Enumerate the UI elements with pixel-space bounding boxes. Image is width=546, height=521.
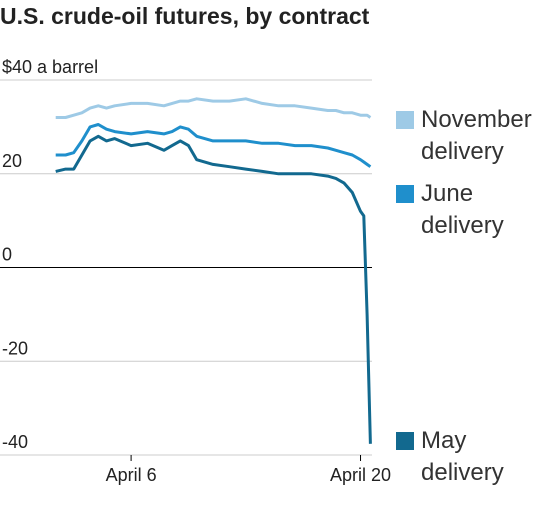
legend-label: May delivery bbox=[421, 427, 504, 486]
y-tick-label: $40 a barrel bbox=[2, 57, 98, 77]
y-tick-label: -40 bbox=[2, 432, 28, 452]
y-tick-label: -20 bbox=[2, 338, 28, 358]
x-tick-label: April 20 bbox=[330, 465, 391, 485]
y-tick-label: 0 bbox=[2, 245, 12, 265]
legend-item: May delivery bbox=[396, 425, 544, 489]
legend-label: June delivery bbox=[421, 180, 504, 239]
x-tick-label: April 6 bbox=[106, 465, 157, 485]
legend-swatch bbox=[396, 185, 414, 203]
legend-swatch bbox=[396, 432, 414, 450]
series-line bbox=[55, 97, 372, 119]
series-line bbox=[55, 134, 372, 444]
series-line bbox=[55, 123, 372, 168]
y-tick-label: 20 bbox=[2, 151, 22, 171]
legend-item: June delivery bbox=[396, 178, 544, 242]
legend-item: November delivery bbox=[396, 104, 544, 168]
chart-title: U.S. crude-oil futures, by contract bbox=[0, 3, 370, 29]
legend-swatch bbox=[396, 111, 414, 129]
legend-label: November delivery bbox=[421, 106, 532, 165]
